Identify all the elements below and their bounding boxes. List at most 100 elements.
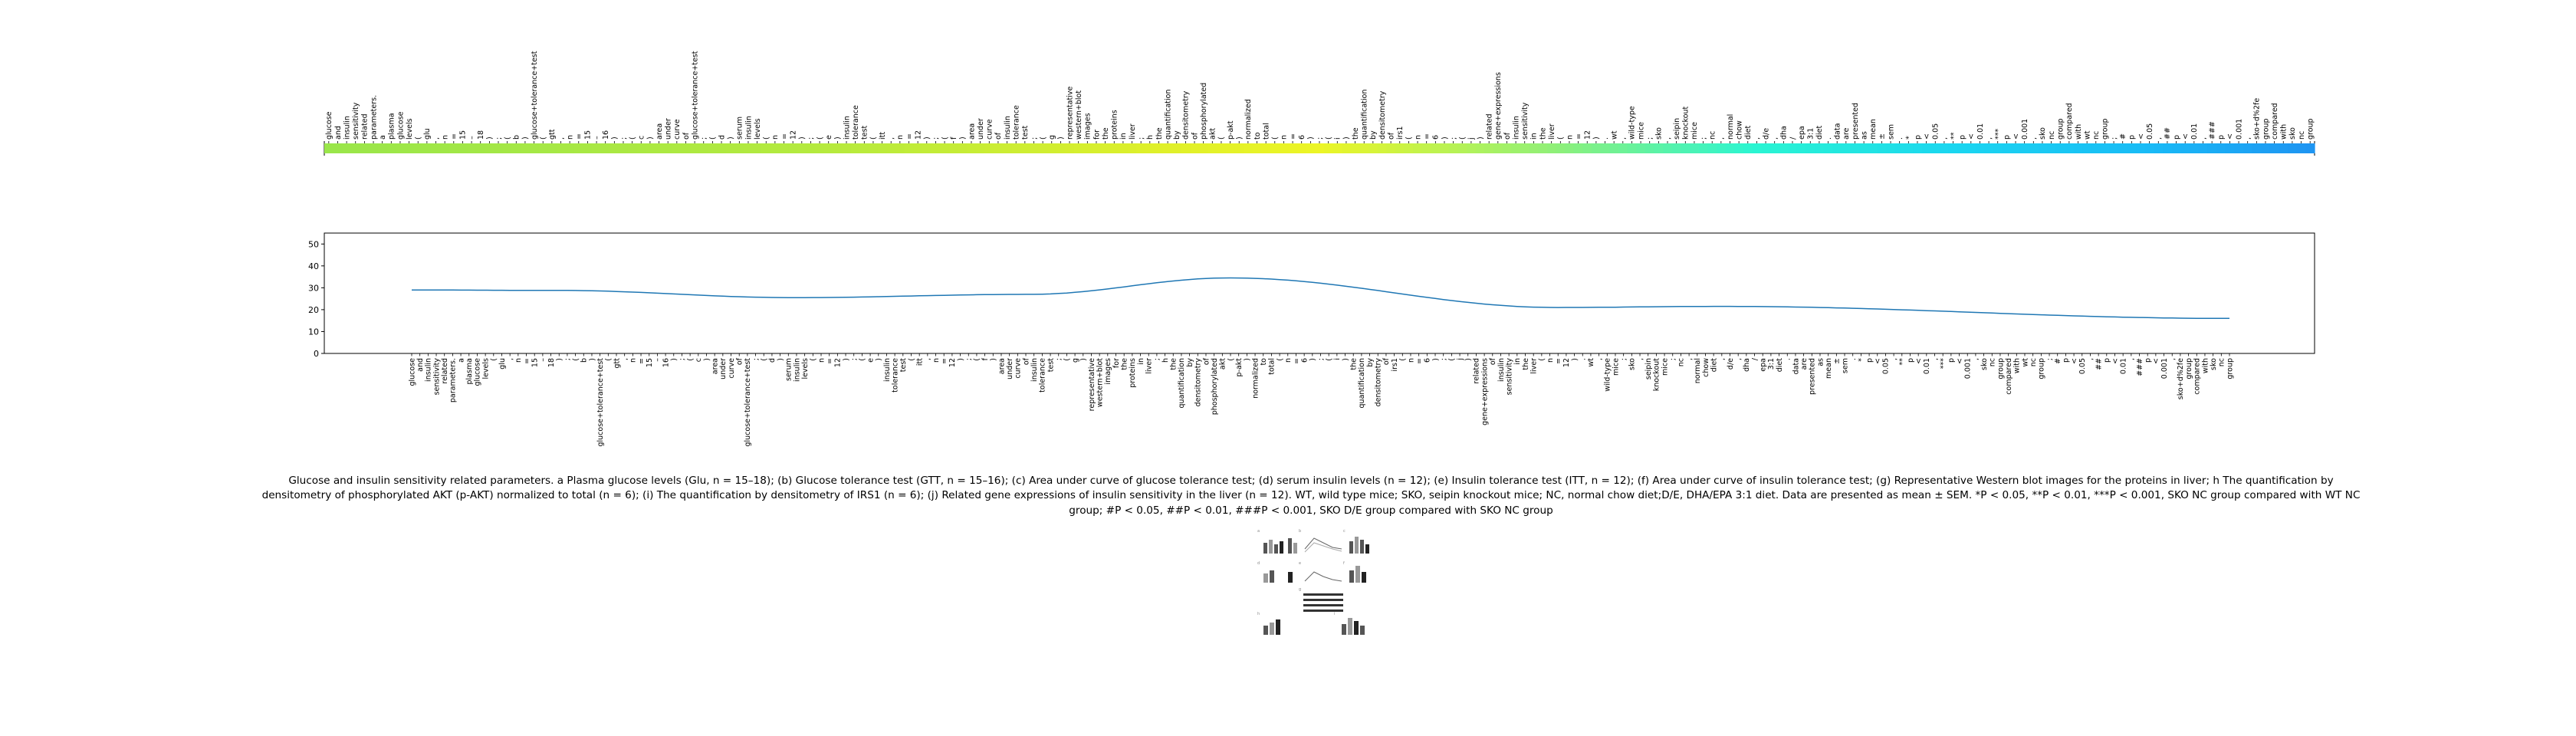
heat-tick-label: gene+expressions (1494, 72, 1503, 140)
heat-cell (511, 143, 521, 153)
heat-cell (2046, 143, 2057, 153)
heat-cell (2082, 143, 2092, 153)
heat-cell (2002, 143, 2012, 153)
heat-cell (1565, 143, 1575, 153)
x-tick-label: = (1293, 358, 1301, 364)
heat-cell (1092, 143, 1102, 153)
heat-cell (600, 143, 611, 153)
heat-tick-label: the (1155, 127, 1164, 140)
x-tick-label: epa (1760, 358, 1768, 372)
heat-tick-label: ( (1325, 136, 1333, 140)
x-tick-label: ( (1399, 358, 1408, 361)
x-tick-label: ( (1276, 358, 1284, 361)
x-tick-label: glu (498, 358, 507, 370)
x-tick-label: < (1956, 358, 1964, 364)
heat-tick-label: i (1334, 137, 1342, 140)
heat-cell (2234, 143, 2244, 153)
heat-cell (663, 143, 673, 153)
x-tick-label: seipin (1644, 358, 1653, 380)
x-tick-label: ) (875, 358, 883, 361)
x-tick-label: insulin (425, 358, 433, 382)
heat-tick-label: related (1485, 113, 1493, 140)
heat-cell (396, 143, 406, 153)
x-tick-label: group (2226, 358, 2234, 380)
heat-cell (619, 143, 629, 153)
x-tick-label: . (1579, 358, 1588, 360)
x-tick-label: ( (490, 358, 498, 361)
x-tick-label: ( (973, 358, 981, 361)
x-tick-label: sensitivity (1505, 358, 1513, 396)
x-tick-label: n (1546, 358, 1555, 363)
heat-cell (2154, 143, 2164, 153)
heat-cell (770, 143, 780, 153)
heat-tick-label: p (2173, 135, 2181, 140)
heat-tick-label: curve (986, 119, 994, 140)
x-tick-label: ; (965, 358, 974, 360)
x-tick-label: 15 (531, 358, 540, 367)
x-tick-label: insulin (883, 358, 892, 382)
heat-tick-label: ( (709, 136, 718, 140)
heat-tick-label: ; (495, 137, 503, 140)
heat-cell (1556, 143, 1566, 153)
heat-tick-label: sko (1655, 127, 1664, 140)
x-tick-label: of (736, 357, 744, 365)
x-tick-label: h (1162, 358, 1170, 363)
heat-tick-label: mean (1869, 119, 1878, 140)
heat-cell (1395, 143, 1405, 153)
heat-tick-label: epa (1798, 126, 1806, 140)
heat-tick-label: ) (834, 136, 843, 140)
heat-cell (2073, 143, 2083, 153)
heat-tick-label: , (2030, 137, 2039, 140)
heat-cell (502, 143, 513, 153)
heat-tick-label: data (1833, 123, 1842, 140)
heat-tick-label: = (905, 133, 914, 140)
heat-cell (752, 143, 763, 153)
heat-cell (1717, 143, 1727, 153)
heat-tick-label: by (1369, 130, 1378, 140)
heat-tick-label: with (2075, 124, 2083, 140)
heat-tick-label: = (1289, 133, 1297, 140)
x-tick-label: ( (686, 358, 695, 361)
x-tick-label: p (1907, 358, 1915, 363)
x-tick-label: quantification (1178, 358, 1186, 408)
heat-cell (833, 143, 843, 153)
heat-tick-label: n (1414, 135, 1422, 140)
heat-tick-label: ( (1405, 136, 1414, 140)
heat-cell (2252, 143, 2262, 153)
x-tick-label: parameters. (449, 358, 458, 402)
heat-tick-label: n (896, 135, 905, 140)
heat-cell (1119, 143, 1129, 153)
heat-cell (1529, 143, 1539, 153)
heat-tick-label: ( (816, 136, 824, 140)
heat-cell (1493, 143, 1503, 153)
heat-tick-label: serum (736, 117, 744, 140)
heat-tick-label: ; (1450, 137, 1458, 140)
x-tick-label: n (1407, 358, 1415, 363)
heat-cell (904, 143, 914, 153)
x-tick-label: a (457, 358, 465, 363)
heat-tick-label: ( (415, 136, 423, 140)
heat-tick-label: western+blot (1075, 90, 1083, 140)
heat-tick-label: 0.05 (1932, 123, 1940, 140)
x-tick-label: 0.01 (1923, 358, 1931, 374)
heat-cell (1332, 143, 1342, 153)
heat-tick-label: ) (1592, 136, 1601, 140)
heat-tick-label: group (2262, 118, 2270, 140)
heat-cell (1681, 143, 1691, 153)
x-tick-label: curve (1014, 358, 1023, 379)
heat-cell (877, 143, 887, 153)
heat-cell (1073, 143, 1084, 153)
heat-cell (467, 143, 477, 153)
x-tick-label: mean (1825, 358, 1833, 379)
heat-tick-label: 12 (789, 130, 797, 140)
heat-tick-label: ) (1236, 136, 1244, 140)
series-line (412, 277, 2229, 320)
heat-tick-label: ) (923, 136, 932, 140)
heat-tick-label: * (1905, 136, 1914, 140)
x-tick-label: chow (1702, 358, 1710, 377)
x-tick-label: gtt (613, 358, 621, 369)
heat-cell (958, 143, 968, 153)
heat-cell (1421, 143, 1432, 153)
heat-cell (1127, 143, 1137, 153)
heat-tick-label: 6 (1432, 135, 1441, 140)
